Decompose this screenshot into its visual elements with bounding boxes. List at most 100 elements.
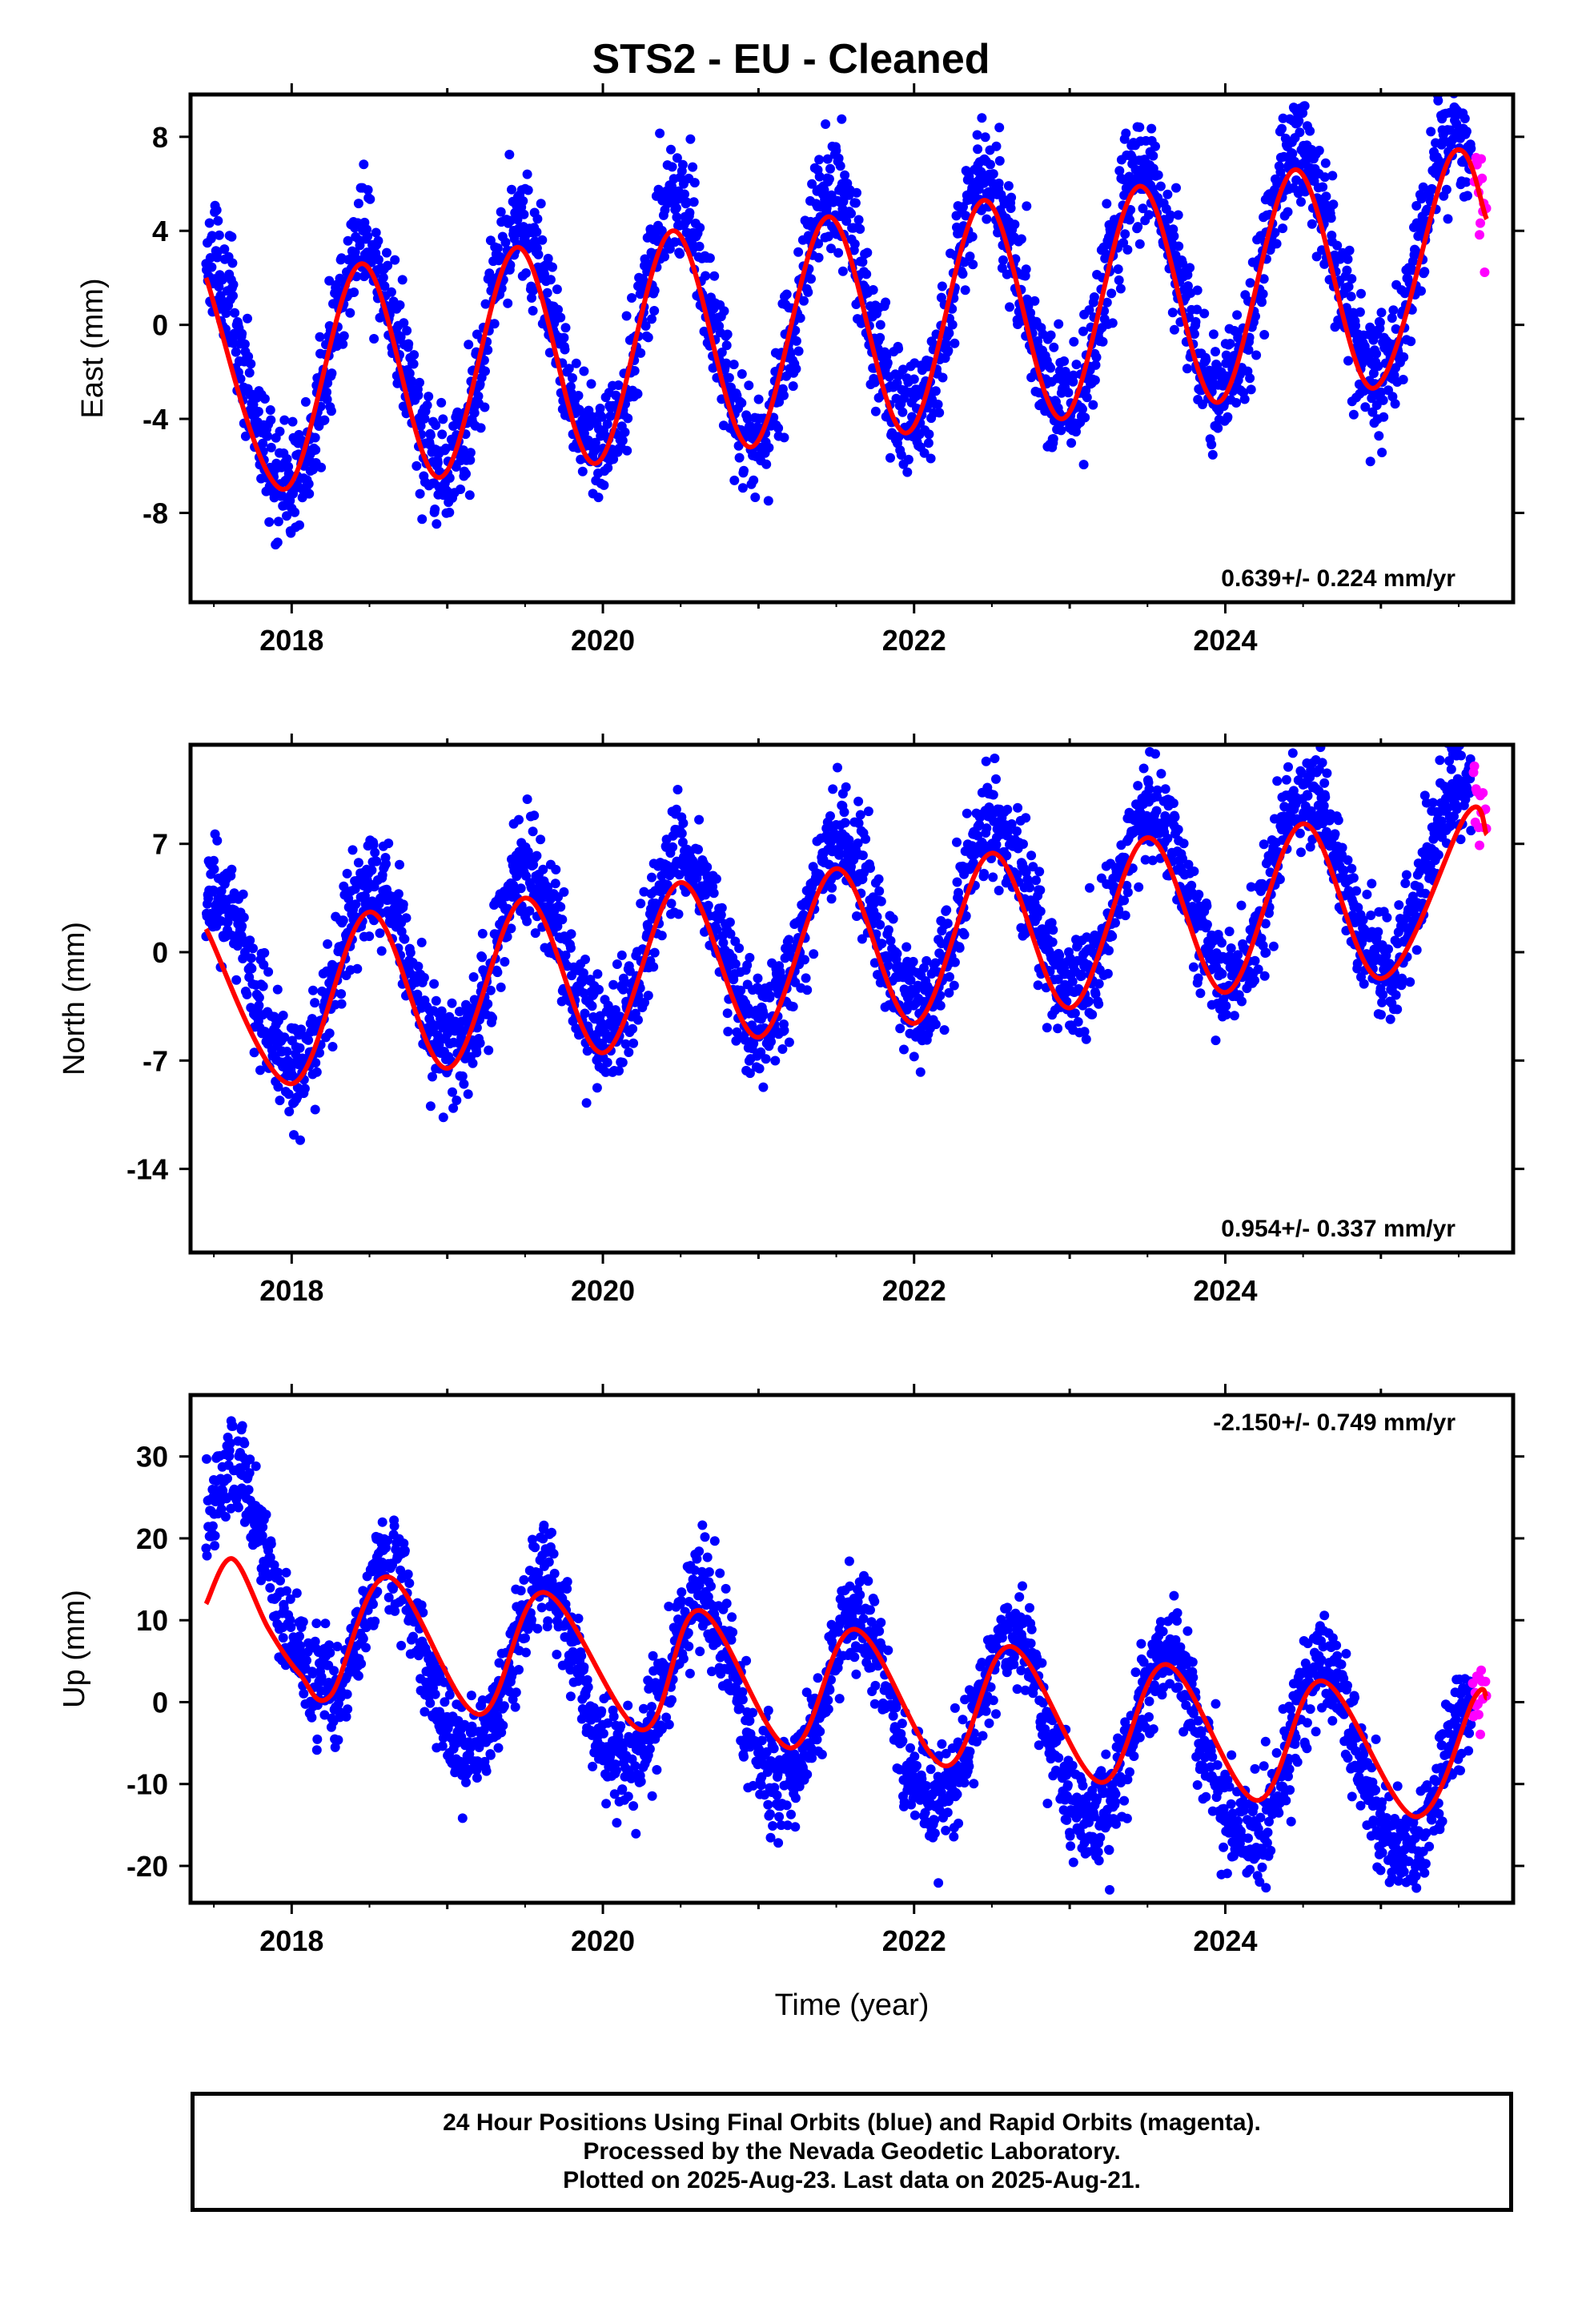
east-final-point xyxy=(1246,384,1256,395)
east-final-point xyxy=(595,404,605,413)
north-final-point xyxy=(899,1044,909,1055)
east-final-point xyxy=(228,291,238,301)
north-final-point xyxy=(457,1071,468,1081)
east-final-point xyxy=(621,311,632,321)
east-final-point xyxy=(1283,207,1293,217)
north-final-point xyxy=(448,1087,457,1097)
east-final-point xyxy=(258,438,268,448)
east-final-point xyxy=(371,227,381,238)
north-final-point xyxy=(759,1010,769,1020)
north-final-point xyxy=(853,838,863,848)
east-final-point xyxy=(228,279,239,290)
north-final-point xyxy=(273,1082,283,1092)
north-final-point xyxy=(352,963,363,974)
north-final-point xyxy=(249,1047,259,1058)
north-final-point xyxy=(432,1030,443,1040)
north-final-point xyxy=(692,873,702,883)
east-final-point xyxy=(532,227,542,237)
east-final-point xyxy=(773,423,784,433)
east-final-point xyxy=(1294,116,1304,126)
north-final-point xyxy=(1297,768,1307,778)
north-final-point xyxy=(212,835,223,846)
east-final-point xyxy=(709,271,720,281)
north-final-point xyxy=(874,886,885,896)
north-final-point xyxy=(1152,785,1162,795)
east-final-point xyxy=(833,247,844,258)
east-final-point xyxy=(862,247,873,258)
east-final-point xyxy=(473,391,484,401)
east-final-point xyxy=(1441,184,1452,195)
east-final-point xyxy=(1376,387,1386,397)
east-final-point xyxy=(1066,438,1077,448)
east-final-point xyxy=(1311,251,1322,262)
east-final-point xyxy=(1348,409,1359,420)
north-final-point xyxy=(1259,839,1269,850)
north-final-point xyxy=(1085,883,1094,893)
east-final-point xyxy=(1377,448,1387,457)
east-final-point xyxy=(807,179,817,189)
east-final-point xyxy=(629,366,640,376)
east-final-point xyxy=(1411,201,1422,211)
east-final-point xyxy=(415,489,425,499)
north-final-point xyxy=(952,837,962,847)
north-final-point xyxy=(853,796,864,806)
north-final-point xyxy=(556,902,566,912)
north-final-point xyxy=(514,814,524,825)
east-final-point xyxy=(369,334,379,344)
north-final-point xyxy=(351,899,361,910)
north-final-point xyxy=(616,950,627,960)
north-final-point xyxy=(296,1024,307,1035)
north-final-point xyxy=(416,937,427,947)
north-final-point xyxy=(1193,973,1203,983)
east-final-point xyxy=(721,358,732,368)
north-final-point xyxy=(979,868,990,879)
east-ytick-label: -4 xyxy=(143,403,168,436)
east-final-point xyxy=(1078,326,1088,336)
east-final-point xyxy=(1122,244,1133,255)
east-final-point xyxy=(1056,425,1066,436)
east-final-point xyxy=(1121,128,1131,139)
north-final-point xyxy=(666,899,677,909)
east-final-point xyxy=(244,368,255,378)
east-final-point xyxy=(982,214,992,224)
east-final-point xyxy=(1120,229,1130,239)
north-final-point xyxy=(921,955,932,966)
east-final-point xyxy=(672,212,682,223)
north-final-point xyxy=(1322,768,1332,778)
east-final-point xyxy=(230,308,240,318)
north-final-point xyxy=(1002,850,1012,861)
north-final-point xyxy=(677,837,688,847)
east-final-point xyxy=(1133,222,1143,232)
east-final-point xyxy=(685,134,696,144)
east-final-point xyxy=(837,266,848,276)
east-final-point xyxy=(667,181,677,191)
east-final-point xyxy=(680,189,689,199)
east-final-point xyxy=(814,171,825,182)
east-final-point xyxy=(507,184,516,195)
east-final-point xyxy=(868,285,878,295)
east-final-point xyxy=(1422,204,1432,215)
north-final-point xyxy=(338,915,348,926)
north-final-point xyxy=(800,955,809,965)
east-final-point xyxy=(1461,177,1472,187)
east-final-point xyxy=(1150,141,1160,151)
north-final-point xyxy=(485,985,496,995)
east-final-point xyxy=(898,364,908,375)
north-final-point xyxy=(1305,842,1315,852)
north-final-point xyxy=(448,1103,459,1113)
east-final-point xyxy=(279,415,290,425)
north-final-point xyxy=(602,1057,612,1068)
north-final-point xyxy=(1250,955,1260,966)
north-final-point xyxy=(930,958,941,968)
east-final-point xyxy=(875,332,885,343)
east-final-point xyxy=(1360,402,1371,412)
east-final-point xyxy=(1211,347,1220,357)
north-final-point xyxy=(895,1023,905,1034)
east-final-point xyxy=(1167,308,1178,318)
north-final-point xyxy=(1079,1027,1090,1037)
north-final-point xyxy=(1110,918,1120,928)
east-final-point xyxy=(355,240,365,251)
north-final-point xyxy=(452,1096,462,1105)
north-final-point xyxy=(994,886,1004,895)
east-final-point xyxy=(1054,319,1064,329)
